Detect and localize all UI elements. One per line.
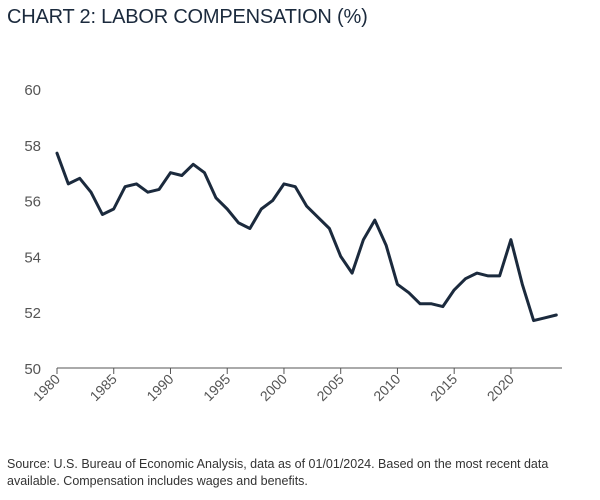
x-axis: 1980 1985 1990 1995 2000 2005 2010 2015 2020 <box>30 367 562 404</box>
y-tick-label-60: 60 <box>24 82 41 99</box>
y-axis: 50 52 54 56 58 60 <box>24 82 41 378</box>
x-tick-label-2020: 2020 <box>484 371 517 404</box>
x-tick-label-2015: 2015 <box>427 371 460 404</box>
y-tick-label-58: 58 <box>24 138 41 155</box>
y-tick-label-56: 56 <box>24 194 41 211</box>
chart-title: CHART 2: LABOR COMPENSATION (%) <box>7 6 368 28</box>
x-tick-label-1985: 1985 <box>87 371 120 404</box>
source-note: Source: U.S. Bureau of Economic Analysis… <box>7 457 549 488</box>
x-tick-label-2000: 2000 <box>257 371 290 404</box>
x-tick-label-1995: 1995 <box>200 371 233 404</box>
series-group <box>55 151 558 323</box>
y-tick-label-54: 54 <box>24 249 41 266</box>
x-tick-label-1990: 1990 <box>143 371 176 404</box>
y-tick-label-52: 52 <box>24 305 41 322</box>
y-tick-label-50: 50 <box>24 361 41 378</box>
x-tick-label-2005: 2005 <box>313 371 346 404</box>
x-tick-label-2010: 2010 <box>370 371 403 404</box>
series-line-0 <box>55 151 558 323</box>
